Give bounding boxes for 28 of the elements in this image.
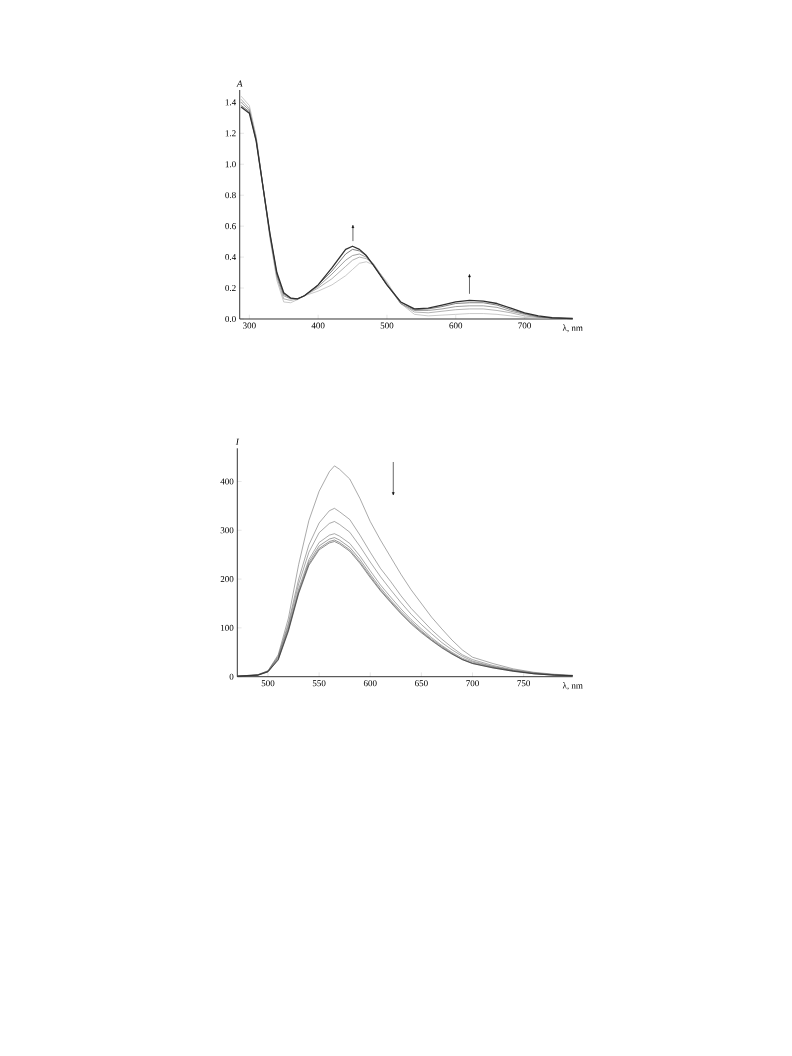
y-tick-label: 200 <box>220 576 234 583</box>
x-tick-label: 750 <box>517 680 531 687</box>
x-tick-label: 500 <box>380 322 394 329</box>
x-tick-label: 600 <box>449 322 463 329</box>
y-tick-label: 400 <box>220 478 234 485</box>
y-tick-label: 1.2 <box>225 130 236 137</box>
y-tick-label: 1.4 <box>225 99 237 106</box>
y-tick-label: 0.2 <box>225 284 236 292</box>
x-tick-label: 300 <box>243 322 256 329</box>
y-tick-label: 0.6 <box>225 223 236 230</box>
x-axis-title: λ, nm <box>562 324 583 333</box>
y-tick-label: 0.4 <box>225 254 237 261</box>
y-tick-label: 300 <box>220 527 234 534</box>
x-tick-label: 500 <box>261 680 275 687</box>
y-tick-label: 0 <box>229 673 234 680</box>
x-tick-label: 700 <box>518 322 531 329</box>
y-tick-label: 0.8 <box>225 192 236 199</box>
x-tick-label: 700 <box>466 680 479 687</box>
x-axis-title: λ, nm <box>562 682 583 690</box>
y-tick-label: 100 <box>221 624 234 631</box>
x-tick-label: 550 <box>312 680 326 687</box>
x-tick-label: 600 <box>363 680 377 687</box>
x-tick-label: 400 <box>311 322 325 329</box>
y-tick-label: 1.0 <box>225 161 236 168</box>
x-tick-label: 650 <box>415 680 428 687</box>
y-tick-label: 0.0 <box>225 315 236 323</box>
y-axis-title: A <box>236 80 243 87</box>
y-axis-title: I <box>235 438 240 445</box>
